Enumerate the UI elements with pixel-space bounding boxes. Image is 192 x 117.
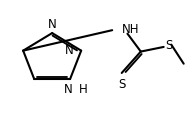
Text: S: S: [118, 78, 125, 91]
Text: NH: NH: [122, 22, 139, 36]
Text: N: N: [64, 83, 73, 96]
Text: N: N: [48, 18, 56, 31]
Text: H: H: [79, 83, 88, 96]
Text: S: S: [166, 39, 173, 52]
Text: N: N: [65, 44, 74, 57]
